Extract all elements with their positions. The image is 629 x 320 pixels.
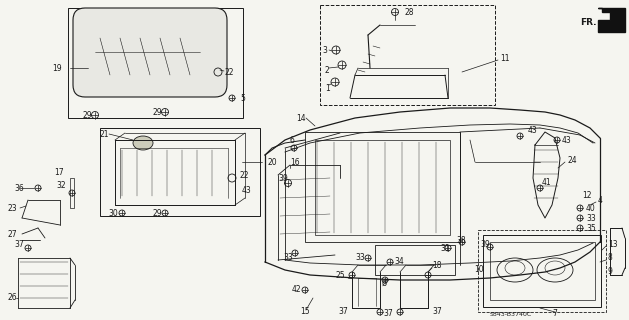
Bar xyxy=(100,128,260,216)
Text: 2: 2 xyxy=(325,66,330,75)
Text: 43: 43 xyxy=(528,125,538,134)
Text: ø: ø xyxy=(382,278,387,287)
Bar xyxy=(490,242,595,300)
Text: 39: 39 xyxy=(480,239,490,249)
Text: 15: 15 xyxy=(300,308,309,316)
Text: 11: 11 xyxy=(500,53,509,62)
Bar xyxy=(315,140,450,235)
Bar xyxy=(483,235,601,307)
Text: 40: 40 xyxy=(586,204,596,212)
Text: 20: 20 xyxy=(268,157,277,166)
Text: 14: 14 xyxy=(296,114,306,123)
Text: 37: 37 xyxy=(432,308,442,316)
Text: 43: 43 xyxy=(242,186,252,195)
Text: 25: 25 xyxy=(336,270,345,279)
Text: 7: 7 xyxy=(552,309,557,318)
Text: 37: 37 xyxy=(383,309,392,318)
Ellipse shape xyxy=(133,136,153,150)
Bar xyxy=(70,178,74,208)
Polygon shape xyxy=(598,8,625,32)
Text: 21: 21 xyxy=(100,130,109,139)
Bar xyxy=(320,5,495,105)
Text: 6: 6 xyxy=(290,135,295,145)
Text: 5: 5 xyxy=(240,93,245,102)
Text: 29: 29 xyxy=(83,110,92,119)
Text: 33: 33 xyxy=(283,253,292,262)
Text: 17: 17 xyxy=(54,167,64,177)
Text: 22: 22 xyxy=(240,171,250,180)
Text: 8: 8 xyxy=(608,253,613,262)
Text: 39: 39 xyxy=(278,173,287,182)
Text: 31: 31 xyxy=(440,244,450,252)
Text: 43: 43 xyxy=(562,135,572,145)
Text: 42: 42 xyxy=(292,285,302,294)
Text: 16: 16 xyxy=(290,157,299,166)
Text: 27: 27 xyxy=(8,229,18,238)
Text: 22: 22 xyxy=(225,68,235,76)
Bar xyxy=(68,8,243,118)
Text: 37: 37 xyxy=(338,308,348,316)
Text: 9: 9 xyxy=(608,268,613,276)
Text: 18: 18 xyxy=(432,260,442,269)
FancyBboxPatch shape xyxy=(73,8,227,97)
Bar xyxy=(305,132,460,242)
Text: 33: 33 xyxy=(586,213,596,222)
Text: 30: 30 xyxy=(108,209,118,218)
Text: 38: 38 xyxy=(456,236,465,244)
Text: 10: 10 xyxy=(474,266,484,275)
Text: FR.: FR. xyxy=(580,18,596,27)
Text: 23: 23 xyxy=(8,204,18,212)
Text: 24: 24 xyxy=(568,156,577,164)
Text: 29: 29 xyxy=(153,209,163,218)
Text: 1: 1 xyxy=(325,84,330,92)
Text: 4: 4 xyxy=(598,196,603,204)
Bar xyxy=(375,245,455,275)
Text: 29: 29 xyxy=(153,108,163,116)
Text: 12: 12 xyxy=(582,190,591,199)
Text: 34: 34 xyxy=(394,258,404,267)
Bar xyxy=(478,230,606,312)
Text: 28: 28 xyxy=(405,7,415,17)
Text: 41: 41 xyxy=(542,178,552,187)
Text: 26: 26 xyxy=(8,293,18,302)
Text: 3: 3 xyxy=(322,45,327,54)
Text: 19: 19 xyxy=(52,63,62,73)
Text: 32: 32 xyxy=(56,180,65,189)
Text: 36: 36 xyxy=(14,183,24,193)
Text: S843-B3740C: S843-B3740C xyxy=(490,311,532,316)
Text: 37: 37 xyxy=(14,239,24,249)
Text: 33: 33 xyxy=(355,253,365,262)
Text: 13: 13 xyxy=(608,239,618,249)
Text: 35: 35 xyxy=(586,223,596,233)
